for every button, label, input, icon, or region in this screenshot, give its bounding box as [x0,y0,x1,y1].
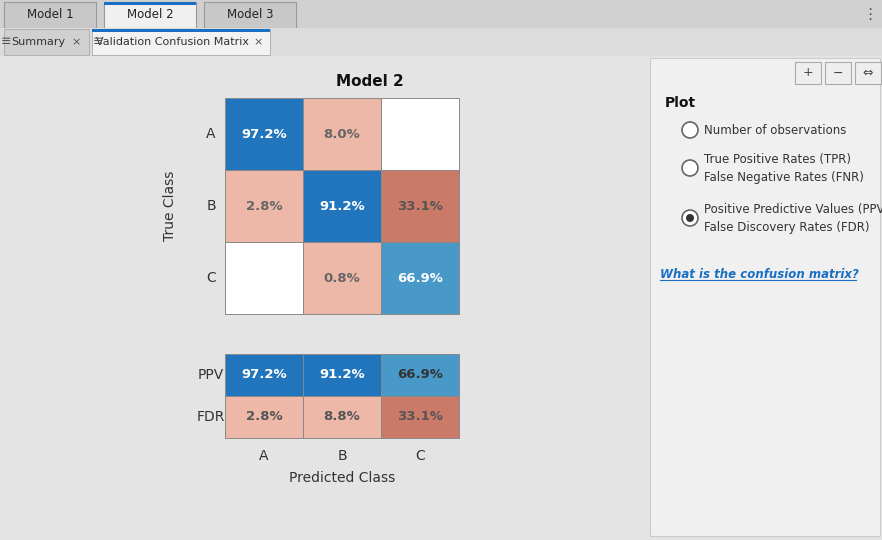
Text: PPV: PPV [198,368,224,382]
Bar [381,242,459,314]
Text: False Discovery Rates (FDR): False Discovery Rates (FDR) [704,220,870,233]
Text: 91.2%: 91.2% [319,368,365,381]
Text: 8.0%: 8.0% [324,127,361,140]
Text: ⇔: ⇔ [863,66,873,79]
Text: True Positive Rates (TPR): True Positive Rates (TPR) [704,152,851,165]
Text: ≡: ≡ [93,36,103,49]
Bar [303,396,381,438]
Text: FDR: FDR [197,410,225,424]
Text: A: A [259,449,269,463]
Text: ×: × [253,37,263,47]
Bar [381,354,459,396]
Bar [650,58,880,536]
Text: True Class: True Class [163,171,177,241]
Bar [0,56,882,540]
Text: +: + [803,66,813,79]
Text: ×: × [71,37,80,47]
Text: Model 2: Model 2 [127,9,173,22]
Text: B: B [206,199,216,213]
Bar [4,29,89,55]
Bar [0,0,882,28]
Bar [104,2,196,28]
Text: Positive Predictive Values (PPV): Positive Predictive Values (PPV) [704,202,882,215]
Bar [825,62,851,84]
Text: Number of observations: Number of observations [704,124,847,137]
Circle shape [682,122,698,138]
Text: ≡: ≡ [1,36,11,49]
Bar [92,29,270,55]
Bar [303,170,381,242]
Text: Predicted Class: Predicted Class [289,471,395,485]
Text: 0.8%: 0.8% [324,272,361,285]
Text: 33.1%: 33.1% [397,199,443,213]
Text: Validation Confusion Matrix: Validation Confusion Matrix [95,37,249,47]
Bar [795,62,821,84]
Bar [381,396,459,438]
Text: Model 3: Model 3 [227,9,273,22]
Text: 97.2%: 97.2% [241,127,287,140]
Text: What is the confusion matrix?: What is the confusion matrix? [660,268,859,281]
Text: B: B [337,449,347,463]
Bar [225,242,303,314]
Bar [303,98,381,170]
Text: 66.9%: 66.9% [397,368,443,381]
Text: 66.9%: 66.9% [397,272,443,285]
Text: C: C [206,271,216,285]
Bar [381,170,459,242]
Text: Summary: Summary [11,37,65,47]
Text: C: C [415,449,425,463]
Bar [381,98,459,170]
Text: 2.8%: 2.8% [246,410,282,423]
Circle shape [682,210,698,226]
Circle shape [686,214,694,222]
Text: False Negative Rates (FNR): False Negative Rates (FNR) [704,171,863,184]
Bar [303,242,381,314]
Circle shape [682,160,698,176]
Text: A: A [206,127,216,141]
Bar [225,396,303,438]
Text: Model 2: Model 2 [336,75,404,90]
Text: 8.8%: 8.8% [324,410,361,423]
Text: 2.8%: 2.8% [246,199,282,213]
Bar [0,28,882,56]
Bar [204,2,296,28]
Text: 91.2%: 91.2% [319,199,365,213]
Text: 97.2%: 97.2% [241,368,287,381]
Text: −: − [833,66,843,79]
Text: Model 1: Model 1 [26,9,73,22]
Bar [225,98,303,170]
Bar [855,62,881,84]
Bar [303,354,381,396]
Bar [92,29,270,32]
Bar [4,2,96,28]
Text: 33.1%: 33.1% [397,410,443,423]
Bar [104,2,196,5]
Bar [225,170,303,242]
Text: ⋮: ⋮ [863,6,878,22]
Bar [225,354,303,396]
Text: Plot: Plot [665,96,696,110]
